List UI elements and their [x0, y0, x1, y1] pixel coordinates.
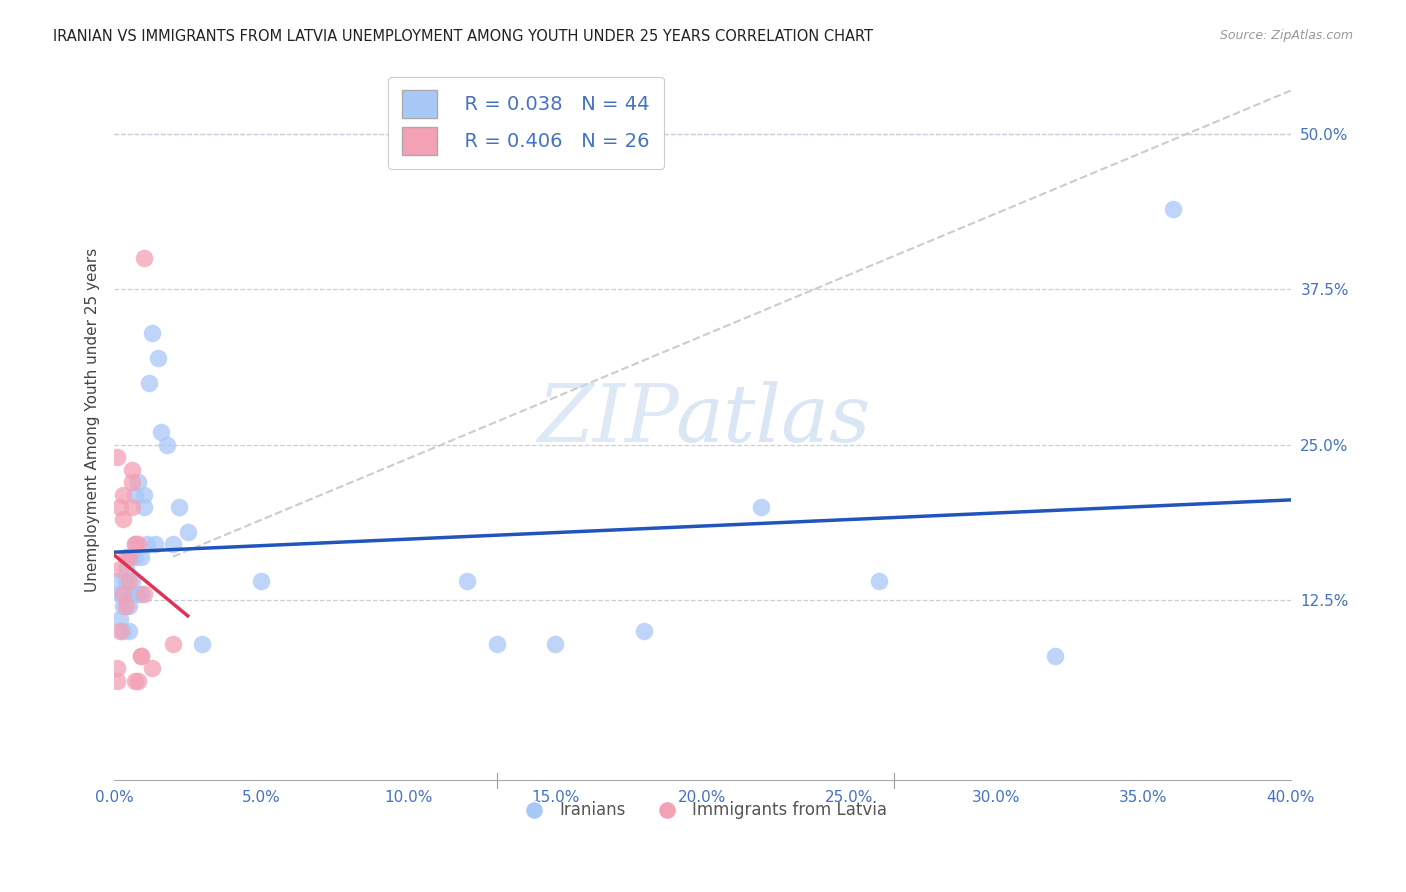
Point	[129, 587, 152, 601]
Point	[118, 599, 141, 614]
Point	[129, 648, 152, 663]
Point	[124, 487, 146, 501]
Point	[108, 624, 131, 639]
Point	[129, 648, 152, 663]
Point	[132, 487, 155, 501]
Point	[141, 661, 163, 675]
Point	[121, 463, 143, 477]
Point	[121, 549, 143, 564]
Point	[124, 537, 146, 551]
Point	[105, 673, 128, 688]
Point	[111, 512, 134, 526]
Point	[115, 574, 138, 589]
Point	[115, 549, 138, 564]
Point	[456, 574, 478, 589]
Point	[124, 537, 146, 551]
Point	[115, 562, 138, 576]
Point	[118, 587, 141, 601]
Point	[124, 673, 146, 688]
Point	[121, 587, 143, 601]
Point	[105, 661, 128, 675]
Point	[108, 562, 131, 576]
Point	[115, 599, 138, 614]
Point	[1161, 202, 1184, 216]
Point	[108, 612, 131, 626]
Point	[121, 500, 143, 514]
Point	[118, 549, 141, 564]
Point	[485, 637, 508, 651]
Point	[118, 624, 141, 639]
Point	[145, 537, 167, 551]
Point	[132, 587, 155, 601]
Point	[108, 500, 131, 514]
Point	[177, 524, 200, 539]
Point	[129, 549, 152, 564]
Point	[118, 574, 141, 589]
Point	[150, 425, 173, 440]
Point	[111, 487, 134, 501]
Point	[148, 351, 170, 365]
Point	[118, 549, 141, 564]
Point	[111, 599, 134, 614]
Point	[127, 587, 149, 601]
Point	[868, 574, 890, 589]
Point	[167, 500, 190, 514]
Text: IRANIAN VS IMMIGRANTS FROM LATVIA UNEMPLOYMENT AMONG YOUTH UNDER 25 YEARS CORREL: IRANIAN VS IMMIGRANTS FROM LATVIA UNEMPL…	[53, 29, 873, 44]
Text: ZIP: ZIP	[537, 381, 679, 458]
Point	[191, 637, 214, 651]
Point	[250, 574, 273, 589]
Point	[121, 574, 143, 589]
Point	[132, 500, 155, 514]
Point	[111, 587, 134, 601]
Point	[141, 326, 163, 340]
Point	[138, 376, 160, 390]
Point	[135, 537, 157, 551]
Point	[633, 624, 655, 639]
Text: atlas: atlas	[675, 381, 870, 458]
Point	[105, 450, 128, 465]
Point	[749, 500, 772, 514]
Text: Source: ZipAtlas.com: Source: ZipAtlas.com	[1219, 29, 1353, 42]
Y-axis label: Unemployment Among Youth under 25 years: Unemployment Among Youth under 25 years	[86, 248, 100, 592]
Point	[111, 624, 134, 639]
Point	[127, 475, 149, 489]
Point	[124, 549, 146, 564]
Point	[1045, 648, 1067, 663]
Point	[127, 673, 149, 688]
Point	[544, 637, 567, 651]
Point	[162, 537, 184, 551]
Point	[127, 537, 149, 551]
Point	[132, 252, 155, 266]
Point	[162, 637, 184, 651]
Point	[156, 438, 179, 452]
Legend: Iranians, Immigrants from Latvia: Iranians, Immigrants from Latvia	[510, 795, 894, 826]
Point	[111, 587, 134, 601]
Point	[105, 574, 128, 589]
Point	[121, 475, 143, 489]
Point	[108, 587, 131, 601]
